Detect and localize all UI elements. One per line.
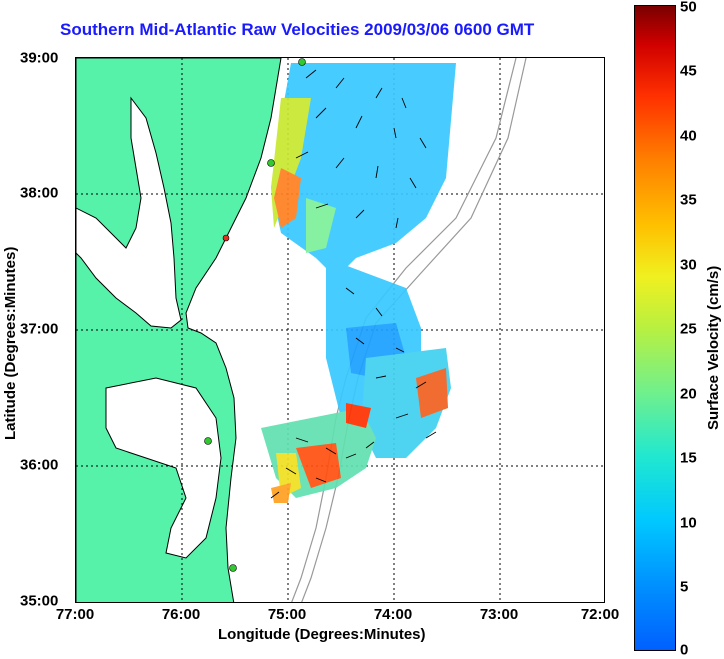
y-tick-label: 38:00 bbox=[20, 184, 59, 202]
y-tick-label: 36:00 bbox=[20, 456, 59, 474]
x-tick-label: 74:00 bbox=[373, 606, 413, 623]
station-marker bbox=[298, 58, 306, 66]
colorbar-tick: 5 bbox=[680, 578, 689, 596]
colorbar-tick: 40 bbox=[680, 127, 697, 145]
radar-stations bbox=[204, 58, 306, 572]
colorbar-tick: 10 bbox=[680, 514, 697, 532]
velocity-arrows bbox=[270, 69, 437, 499]
colorbar-tick: 20 bbox=[680, 385, 697, 403]
y-tick-label: 39:00 bbox=[20, 49, 59, 67]
map-title: Southern Mid-Atlantic Raw Velocities 200… bbox=[60, 20, 535, 39]
colorbar-tick: 25 bbox=[680, 320, 697, 338]
x-tick-label: 75:00 bbox=[267, 606, 307, 623]
station-marker bbox=[222, 234, 230, 242]
x-tick-label: 73:00 bbox=[479, 606, 519, 623]
y-axis-label: Latitude (Degrees:Minutes) bbox=[2, 246, 19, 440]
map-plot-area bbox=[75, 57, 605, 603]
colorbar-tick: 0 bbox=[680, 641, 689, 659]
x-tick-label: 72:00 bbox=[580, 606, 620, 623]
colorbar-label: Surface Velocity (cm/s) bbox=[705, 265, 722, 430]
map-svg bbox=[76, 58, 604, 602]
station-marker bbox=[204, 437, 212, 445]
sound-water bbox=[105, 377, 222, 559]
colorbar-tick: 35 bbox=[680, 191, 697, 209]
colorbar-tick: 15 bbox=[680, 449, 697, 467]
y-tick-label: 37:00 bbox=[20, 320, 59, 338]
velocity-field bbox=[261, 63, 456, 503]
colorbar-tick: 45 bbox=[680, 62, 697, 80]
colorbar bbox=[634, 5, 676, 651]
colorbar-tick: 30 bbox=[680, 256, 697, 274]
station-marker bbox=[229, 564, 237, 572]
colorbar-tick: 50 bbox=[680, 0, 697, 16]
x-axis-label: Longitude (Degrees:Minutes) bbox=[218, 626, 426, 643]
x-tick-label: 76:00 bbox=[161, 606, 201, 623]
x-tick-label: 77:00 bbox=[55, 606, 95, 623]
y-tick-label: 35:00 bbox=[20, 592, 59, 610]
station-marker bbox=[267, 159, 275, 167]
chesapeake-bay bbox=[76, 96, 182, 329]
